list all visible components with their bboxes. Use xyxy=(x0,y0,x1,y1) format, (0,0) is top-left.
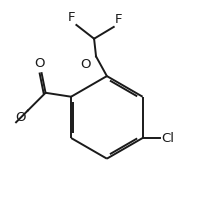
Text: Cl: Cl xyxy=(161,131,174,145)
Text: F: F xyxy=(68,11,75,24)
Text: O: O xyxy=(15,111,26,124)
Text: O: O xyxy=(81,58,91,71)
Text: F: F xyxy=(115,13,122,26)
Text: O: O xyxy=(34,57,45,70)
